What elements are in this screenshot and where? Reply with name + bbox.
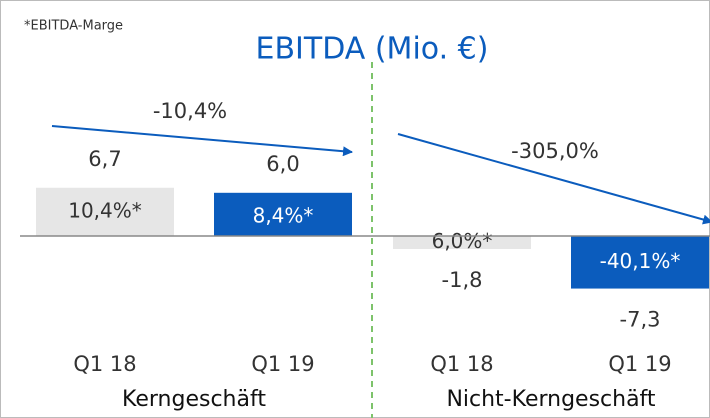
value-label: 6,0 xyxy=(266,152,299,176)
chart-title: EBITDA (Mio. €) xyxy=(256,32,489,67)
x-tick-label: Q1 18 xyxy=(430,352,493,376)
bar xyxy=(214,192,352,236)
x-tick-label: Q1 19 xyxy=(608,352,671,376)
margin-label: 8,4%* xyxy=(253,203,314,227)
note: *EBITDA-Marge xyxy=(24,19,123,34)
bar xyxy=(571,236,709,289)
trend-arrow xyxy=(51,125,353,157)
margin-label: 10,4%* xyxy=(68,198,142,222)
x-tick-label: Q1 19 xyxy=(251,352,314,376)
margin-label: 6,0%* xyxy=(432,229,493,253)
value-label: 6,7 xyxy=(88,147,121,171)
group-label: Kerngeschäft xyxy=(122,387,266,412)
margin-label: -40,1%* xyxy=(600,249,681,273)
trend-arrow xyxy=(397,133,710,225)
change-label: -305,0% xyxy=(511,139,599,163)
value-label: -1,8 xyxy=(442,268,483,292)
change-label: -10,4% xyxy=(153,99,227,123)
bar xyxy=(393,236,531,249)
group-label: Nicht-Kerngeschäft xyxy=(446,387,655,412)
bar xyxy=(36,187,174,236)
value-label: -7,3 xyxy=(620,308,661,332)
x-tick-label: Q1 18 xyxy=(73,352,136,376)
